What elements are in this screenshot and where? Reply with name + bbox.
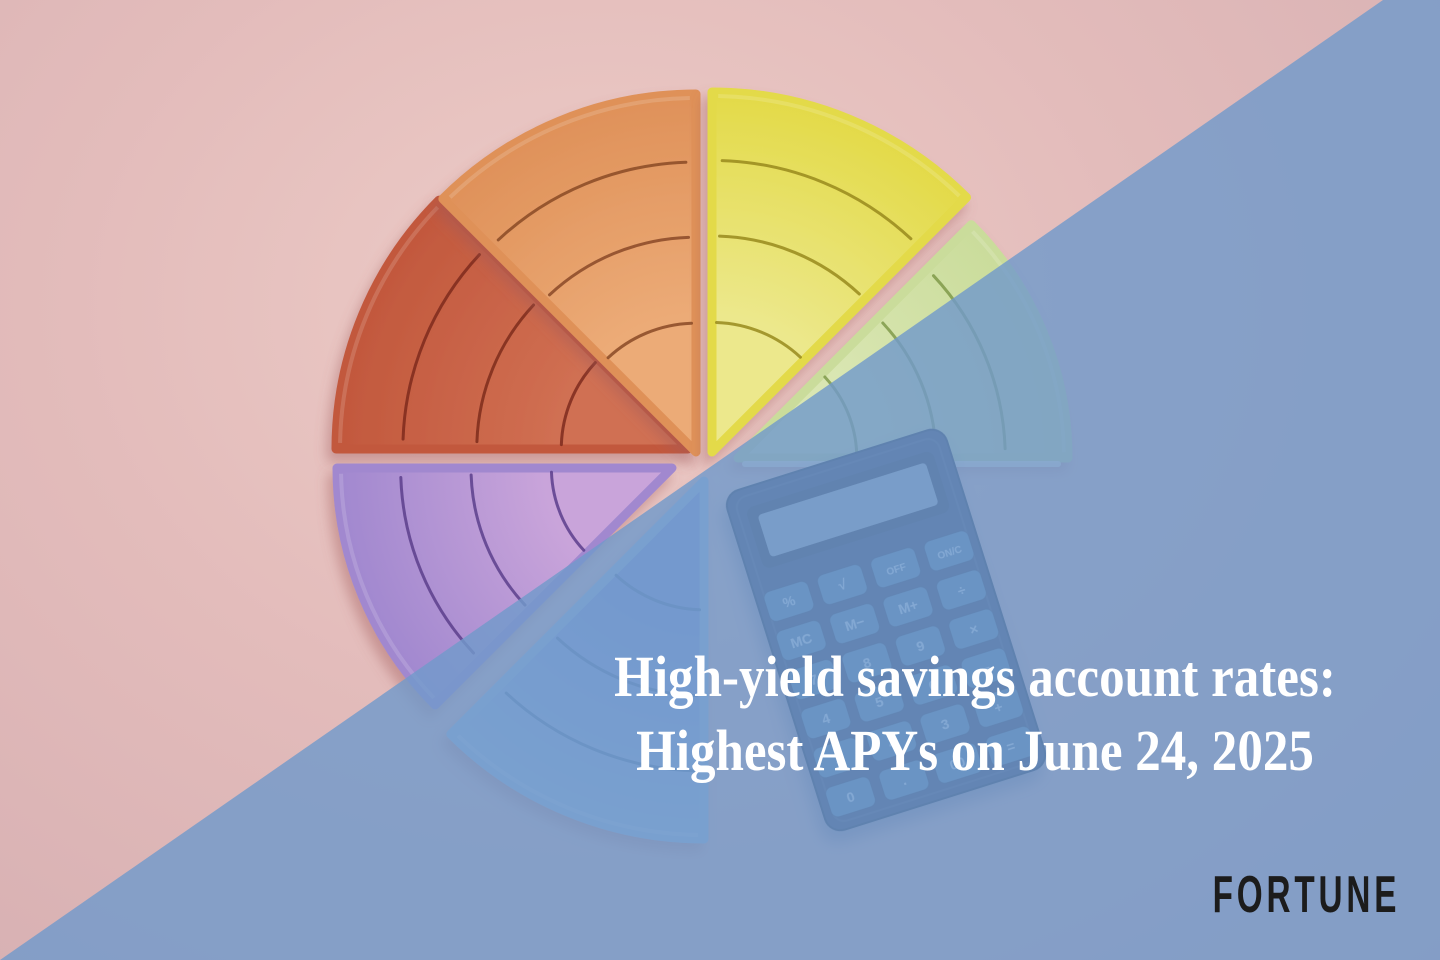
- headline: High-yield savings account rates: Highes…: [525, 640, 1425, 788]
- fortune-logo: FORTUNE: [1212, 866, 1400, 924]
- pie-wedge-yellow: [707, 87, 972, 457]
- headline-line-1: High-yield savings account rates:: [614, 644, 1336, 709]
- pie-wedge-red: [331, 195, 693, 454]
- headline-line-2: Highest APYs on June 24, 2025: [636, 718, 1314, 783]
- pie-wedge-orange: [438, 89, 701, 457]
